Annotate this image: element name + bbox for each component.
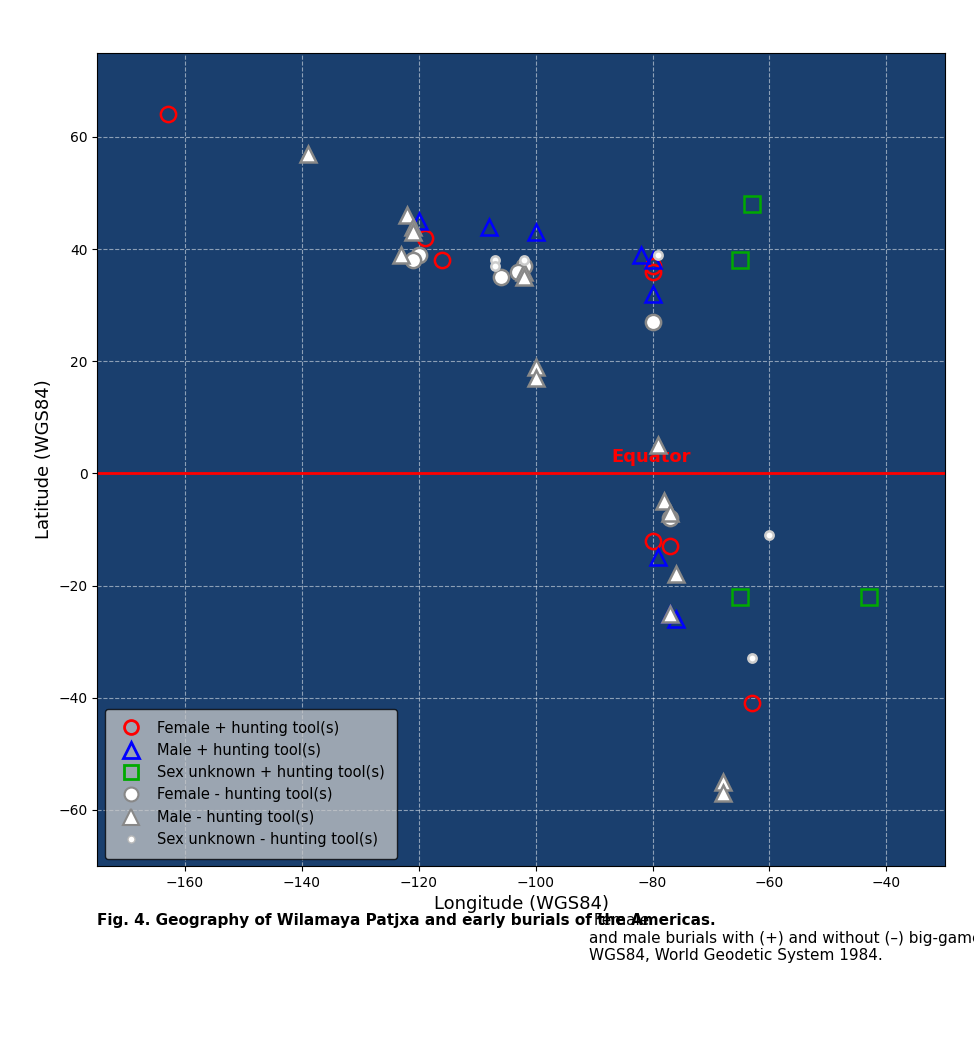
X-axis label: Longitude (WGS84): Longitude (WGS84) — [433, 895, 609, 913]
Legend: Female + hunting tool(s), Male + hunting tool(s), Sex unknown + hunting tool(s),: Female + hunting tool(s), Male + hunting… — [104, 709, 396, 859]
Y-axis label: Latitude (WGS84): Latitude (WGS84) — [35, 379, 53, 540]
Text: Female
and male burials with (+) and without (–) big-game hunting tools are indi: Female and male burials with (+) and wit… — [589, 913, 974, 963]
Text: Equator: Equator — [612, 448, 692, 466]
Text: Fig. 4. Geography of Wilamaya Patjxa and early burials of the Americas.: Fig. 4. Geography of Wilamaya Patjxa and… — [97, 913, 716, 928]
